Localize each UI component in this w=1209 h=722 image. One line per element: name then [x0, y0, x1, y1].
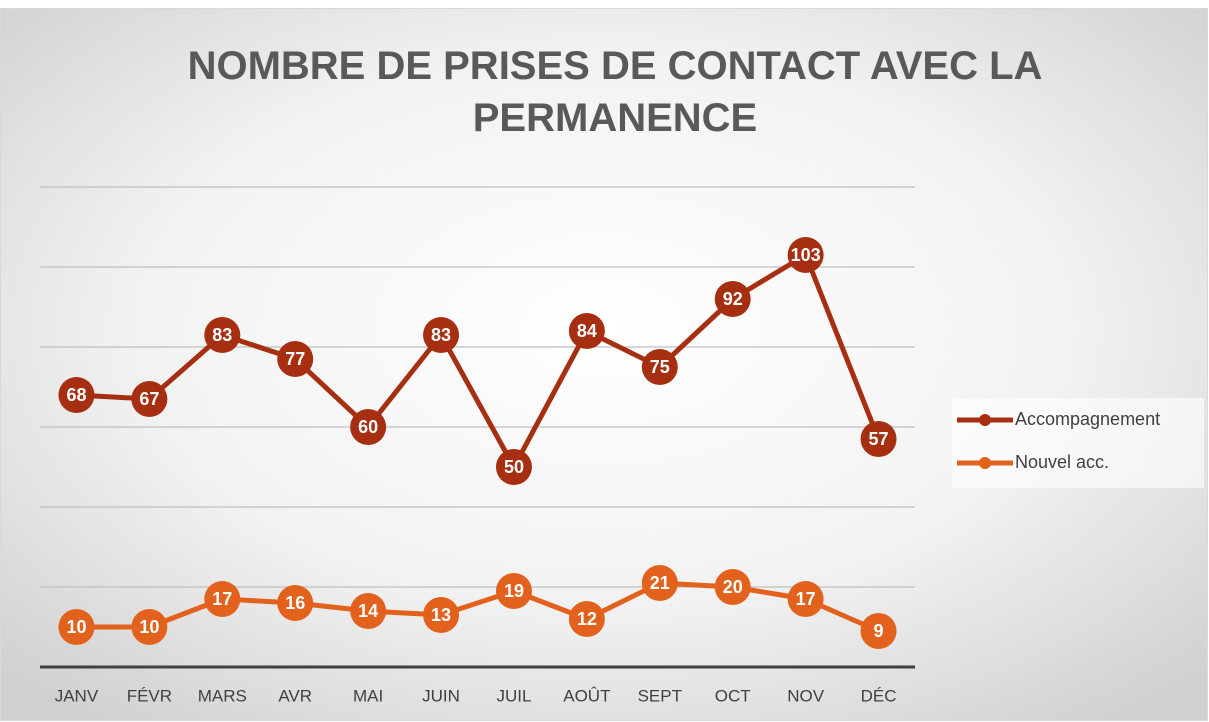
data-label: 10: [66, 617, 86, 637]
x-tick-label: JANV: [55, 686, 99, 705]
data-point: [131, 609, 168, 645]
x-tick-label: AVR: [278, 686, 312, 705]
x-tick-label: SEPT: [638, 686, 682, 705]
data-label: 17: [212, 589, 232, 609]
legend-box: [952, 398, 1204, 488]
data-point: [131, 381, 168, 417]
data-point: [277, 341, 314, 377]
x-tick-label: NOV: [787, 686, 825, 705]
legend-marker: [979, 414, 991, 426]
data-point: [204, 581, 241, 617]
data-label: 12: [577, 609, 597, 629]
x-tick-label: MAI: [353, 686, 383, 705]
data-label: 92: [723, 289, 743, 309]
x-tick-label: FÉVR: [127, 686, 172, 705]
data-label: 83: [431, 325, 451, 345]
data-label: 50: [504, 457, 524, 477]
data-label: 10: [139, 617, 159, 637]
data-label: 83: [212, 325, 232, 345]
data-point: [204, 317, 241, 353]
chart-title: NOMBRE DE PRISES DE CONTACT AVEC LA PERM…: [187, 44, 1043, 140]
data-label: 103: [791, 245, 821, 265]
legend-label: Nouvel acc.: [1015, 452, 1109, 472]
data-label: 19: [504, 581, 524, 601]
data-point: [423, 597, 460, 633]
data-label: 68: [66, 385, 86, 405]
data-point: [568, 313, 605, 349]
data-point: [277, 585, 314, 621]
data-label: 67: [139, 389, 159, 409]
legend-label: Accompagnement: [1015, 409, 1160, 429]
data-label: 21: [650, 573, 670, 593]
data-label: 75: [650, 357, 670, 377]
legend-marker: [979, 457, 991, 469]
data-label: 16: [285, 593, 305, 613]
data-point: [787, 237, 824, 273]
data-point: [58, 609, 95, 645]
data-point: [860, 421, 897, 457]
data-label: 20: [723, 577, 743, 597]
data-point: [714, 281, 751, 317]
data-point: [350, 409, 387, 445]
x-tick-label: JUIL: [496, 686, 531, 705]
data-point: [350, 593, 387, 629]
data-point: [714, 569, 751, 605]
x-tick-label: OCT: [715, 686, 751, 705]
data-label: 17: [796, 589, 816, 609]
chart-background: [0, 8, 1208, 721]
title-box: NOMBRE DE PRISES DE CONTACT AVEC LA PERM…: [187, 44, 1043, 140]
x-tick-label: MARS: [198, 686, 247, 705]
data-point: [641, 565, 678, 601]
data-label: 13: [431, 605, 451, 625]
data-point: [787, 581, 824, 617]
data-label: 84: [577, 321, 597, 341]
x-tick-label: JUIN: [422, 686, 460, 705]
data-label: 60: [358, 417, 378, 437]
data-point: [568, 601, 605, 637]
x-tick-label: DÉC: [861, 686, 897, 705]
data-point: [58, 377, 95, 413]
data-label: 9: [874, 621, 884, 641]
data-label: 14: [358, 601, 378, 621]
data-point: [495, 573, 532, 609]
data-point: [495, 449, 532, 485]
data-point: [641, 349, 678, 385]
data-label: 57: [869, 429, 889, 449]
x-tick-label: AOÛT: [563, 686, 610, 705]
data-point: [860, 613, 897, 649]
data-label: 77: [285, 349, 305, 369]
data-point: [423, 317, 460, 353]
